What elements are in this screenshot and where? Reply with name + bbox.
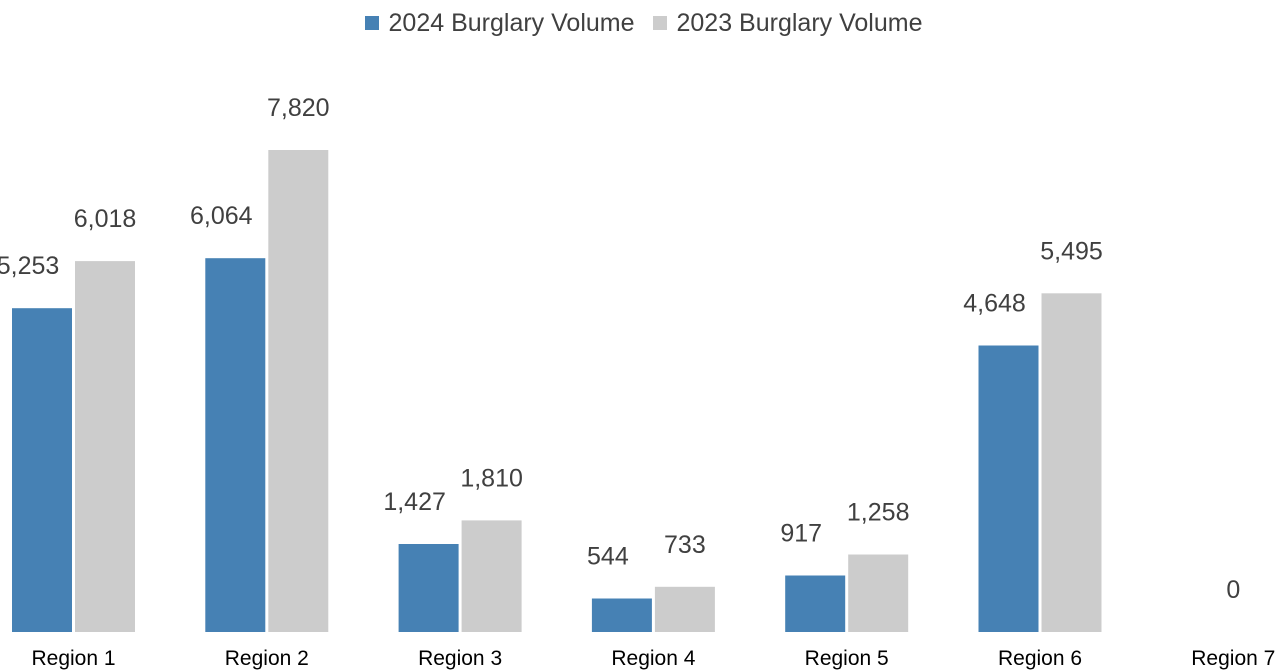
data-label-2023-region-2: 7,820 [267,94,330,122]
bar-2023-region-1 [75,261,135,632]
bar-2024-region-2 [205,258,266,632]
legend-item-2024: 2024 Burglary Volume [364,8,635,38]
bar-2024-region-6 [978,345,1039,632]
bar-2024-region-1 [12,308,72,632]
x-tick-label-region-6: Region 6 [998,647,1082,670]
legend-swatch-2023 [652,16,667,30]
bar-2023-region-5 [848,554,909,632]
data-label-2023-region-6: 5,495 [1040,237,1103,265]
data-label-2024-region-6: 4,648 [963,290,1026,318]
x-tick-label-region-3: Region 3 [418,647,502,670]
data-label-2024-region-7: 0 [1226,576,1240,604]
x-tick-label-region-4: Region 4 [611,647,695,670]
bar-2023-region-4 [654,586,715,632]
bar-2023-region-2 [268,150,329,632]
x-tick-label-region-1: Region 1 [31,647,115,670]
x-tick-label-region-7: Region 7 [1191,647,1275,670]
x-tick-label-region-2: Region 2 [225,647,309,670]
legend-label-2023: 2023 Burglary Volume [676,8,923,37]
data-label-2024-region-1: 5,253 [0,252,59,280]
chart-legend: 2024 Burglary Volume 2023 Burglary Volum… [0,6,1287,40]
legend-label-2024: 2024 Burglary Volume [388,8,635,37]
data-label-2024-region-5: 917 [780,520,822,548]
bar-2023-region-6 [1041,293,1102,632]
bar-2023-region-3 [461,520,522,632]
data-label-2024-region-2: 6,064 [190,202,253,230]
data-label-2023-region-5: 1,258 [847,499,910,527]
legend-item-2023: 2023 Burglary Volume [652,8,923,38]
legend-swatch-2024 [364,16,379,30]
data-label-2024-region-4: 544 [587,543,629,571]
data-label-2023-region-1: 6,018 [74,205,137,233]
bar-2024-region-5 [785,575,846,632]
data-label-2023-region-3: 1,810 [460,464,523,492]
x-tick-label-region-5: Region 5 [805,647,889,670]
bar-2024-region-3 [398,544,459,632]
bar-2024-region-4 [591,598,652,632]
data-label-2024-region-3: 1,427 [383,488,446,516]
data-label-2023-region-4: 733 [664,531,706,559]
